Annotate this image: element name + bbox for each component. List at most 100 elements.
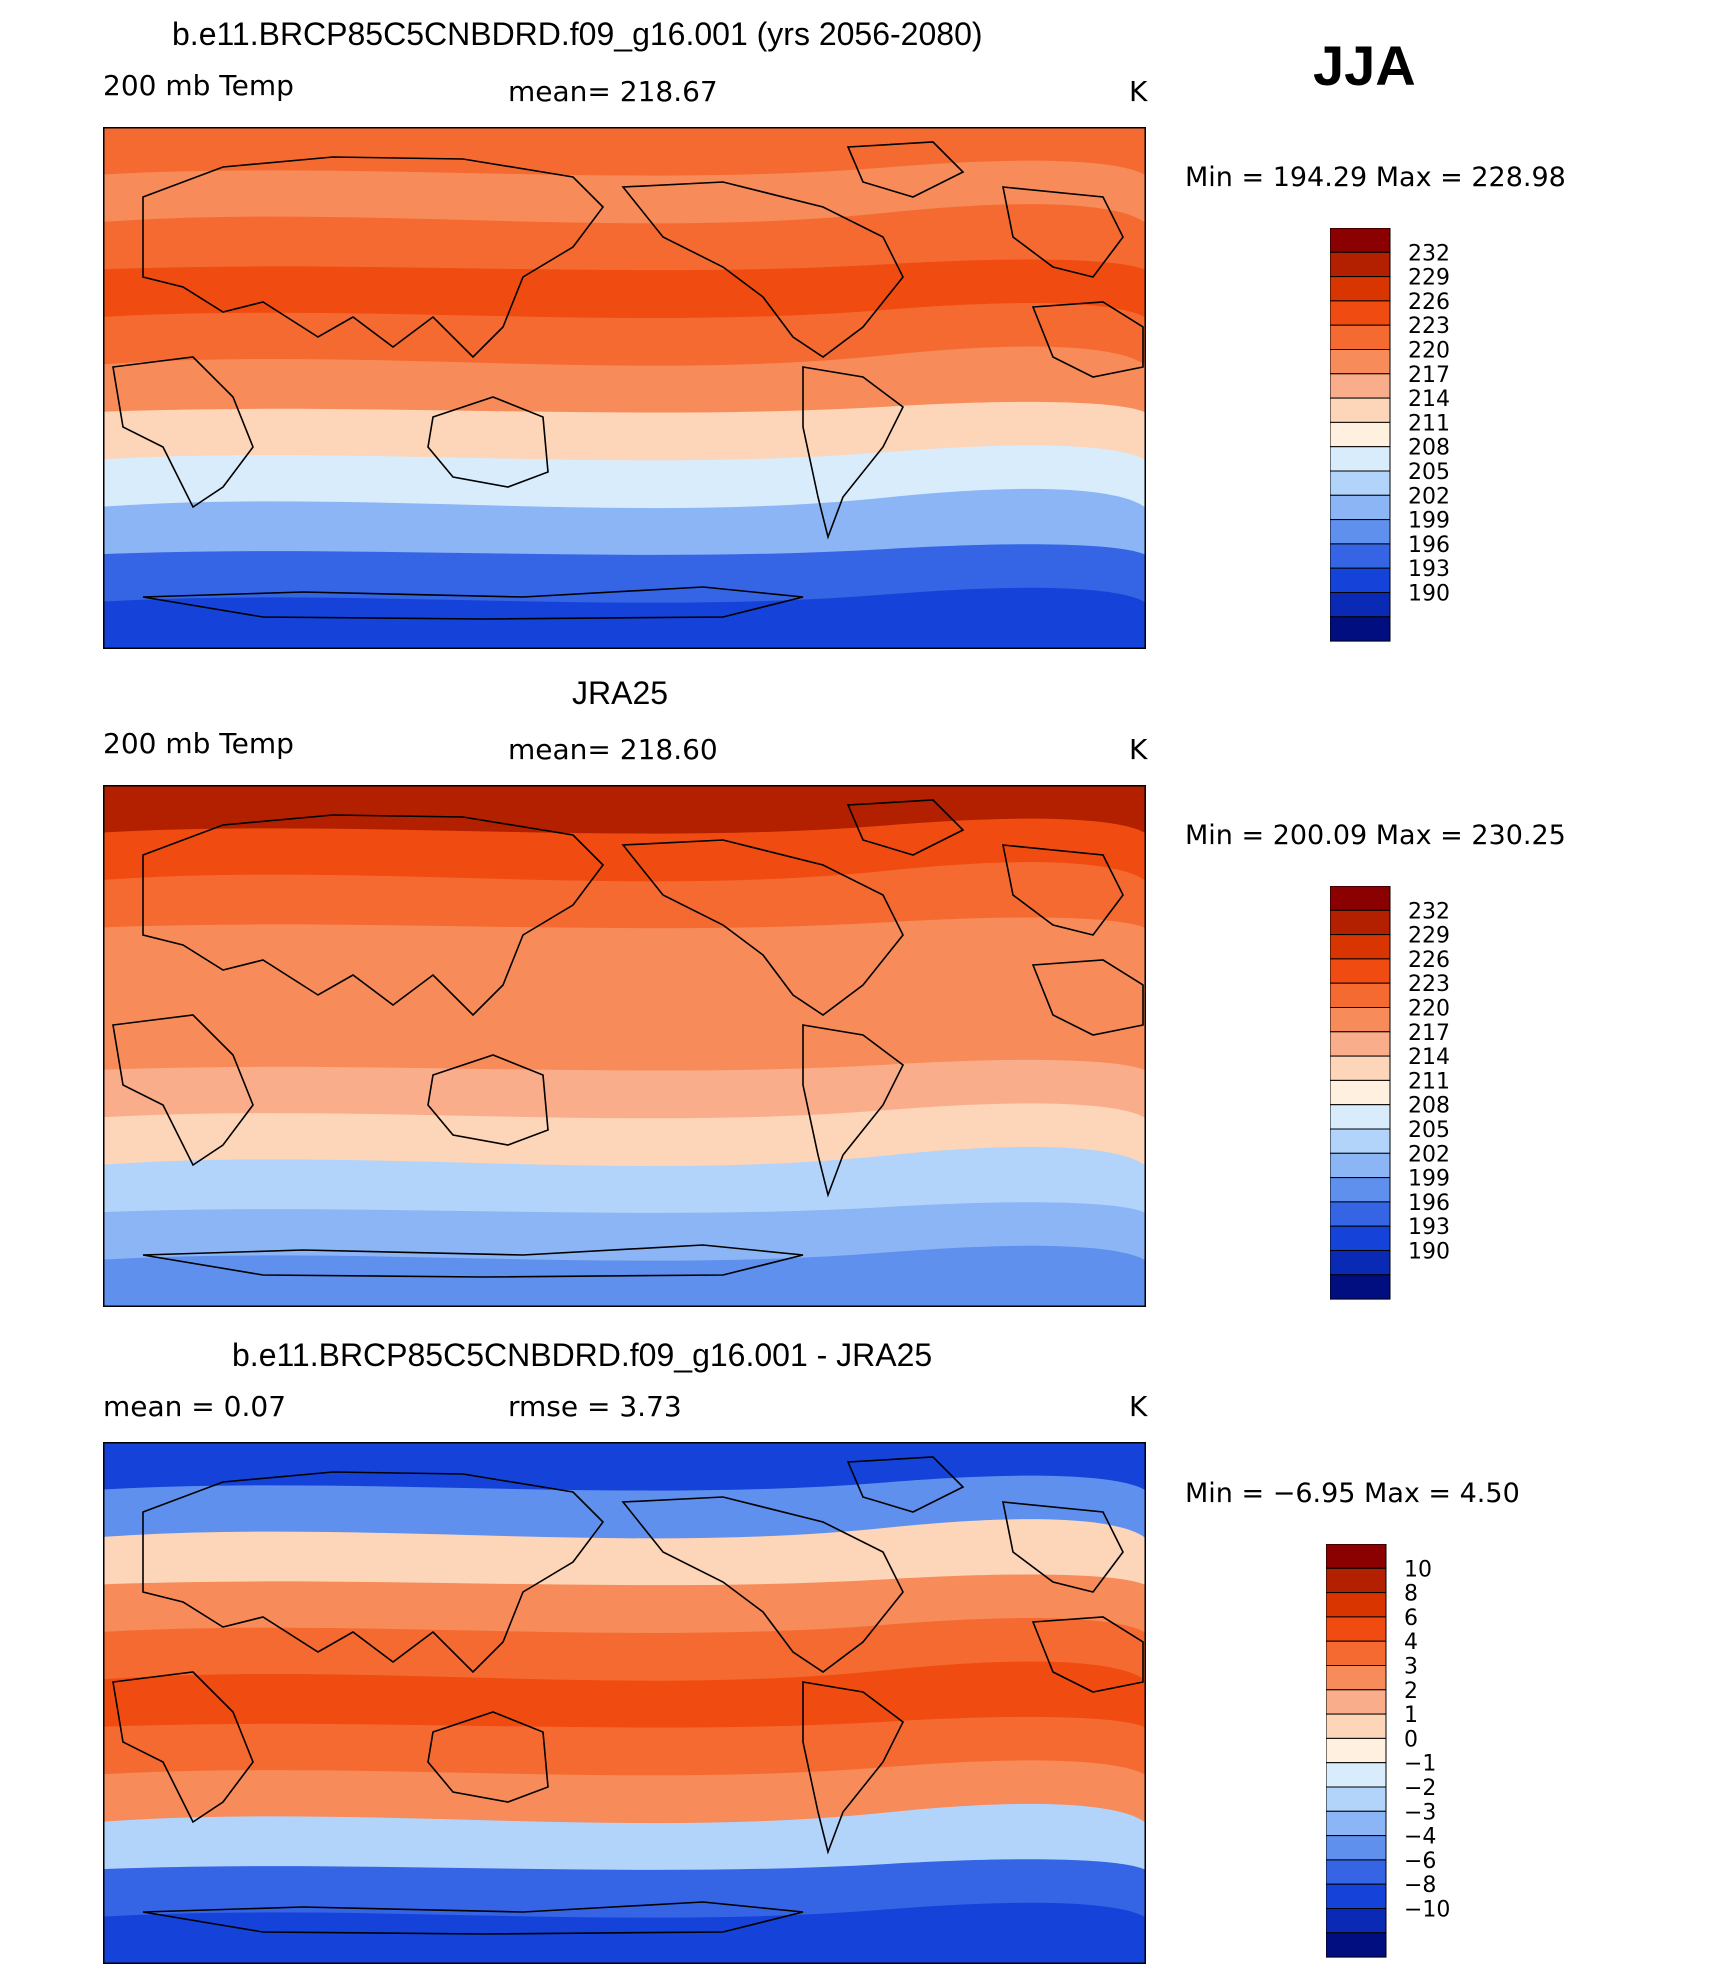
panel-1-minmax: Min = 194.29 Max = 228.98 (1185, 162, 1566, 193)
coastline (112, 1014, 254, 1167)
colorbar-label: 6 (1404, 1606, 1418, 1631)
coastline (1031, 1616, 1144, 1693)
panel-3-map (103, 1442, 1146, 1964)
panel-3-units: K (1129, 1390, 1148, 1423)
coastline (802, 366, 905, 540)
colorbar-swatch (1330, 1177, 1391, 1203)
colorbar-label: −4 (1404, 1825, 1436, 1850)
colorbar-swatch (1326, 1786, 1387, 1812)
colorbar-label: 202 (1408, 1142, 1450, 1167)
panel-2-colorbar: 2322292262232202172142112082052021991961… (1330, 886, 1450, 1300)
panel-3-mean-label: mean = 0.07 (103, 1390, 287, 1423)
colorbar-swatch (1330, 1152, 1391, 1179)
colorbar-label: 226 (1408, 290, 1450, 315)
coastline (1002, 1501, 1124, 1593)
colorbar-label: −6 (1404, 1849, 1436, 1874)
coastline (621, 839, 904, 1016)
panel-1-title: b.e11.BRCP85C5CNBDRD.f09_g16.001 (yrs 20… (172, 16, 983, 52)
colorbar-swatch (1326, 1713, 1387, 1739)
colorbar-label: 214 (1408, 387, 1450, 412)
colorbar-swatch (1330, 324, 1391, 350)
colorbar-swatch (1326, 1544, 1387, 1569)
colorbar-swatch (1326, 1689, 1387, 1715)
colorbar-swatch (1330, 1031, 1391, 1057)
coastline (142, 1471, 605, 1674)
panel-2-left-label: 200 mb Temp (103, 727, 294, 760)
colorbar-swatch (1330, 470, 1391, 496)
panel-3-title: b.e11.BRCP85C5CNBDRD.f09_g16.001 - JRA25 (232, 1337, 933, 1373)
coastline (802, 1024, 905, 1198)
panel-2-map (103, 785, 1146, 1307)
colorbar-label: 196 (1408, 533, 1450, 558)
coastline (802, 1681, 905, 1855)
colorbar-label: 232 (1408, 241, 1450, 266)
coastline (142, 1244, 804, 1278)
colorbar-swatch (1330, 349, 1391, 375)
colorbar-swatch (1326, 1908, 1387, 1934)
colorbar-label: 229 (1408, 924, 1450, 949)
colorbar-label: 193 (1408, 1215, 1450, 1240)
colorbar-swatch (1326, 1640, 1387, 1666)
coastline (142, 156, 605, 359)
colorbar-swatch (1326, 1567, 1387, 1594)
colorbar-label: 2 (1404, 1679, 1418, 1704)
colorbar-swatch (1330, 958, 1391, 984)
coastline (142, 814, 605, 1017)
colorbar-label: −2 (1404, 1776, 1436, 1801)
colorbar-swatch (1330, 397, 1391, 423)
coastline (1002, 844, 1124, 936)
coastline (846, 141, 965, 198)
coastline (846, 1456, 965, 1513)
colorbar-label: 211 (1408, 411, 1450, 436)
colorbar-swatch (1330, 251, 1391, 278)
colorbar-label: 3 (1404, 1655, 1418, 1680)
colorbar-label: 232 (1408, 899, 1450, 924)
colorbar-swatch (1330, 982, 1391, 1008)
colorbar-swatch (1330, 373, 1391, 399)
panel-2-title: JRA25 (572, 675, 669, 711)
colorbar-swatch (1330, 519, 1391, 545)
colorbar-label: 202 (1408, 484, 1450, 509)
panel-3-rmse-label: rmse = 3.73 (508, 1390, 682, 1423)
colorbar-swatch (1326, 1592, 1387, 1618)
panel-1-colorbar: 2322292262232202172142112082052021991961… (1330, 228, 1450, 642)
colorbar-label: 217 (1408, 363, 1450, 388)
colorbar-label: 226 (1408, 948, 1450, 973)
colorbar-label: −3 (1404, 1800, 1436, 1825)
colorbar-swatch (1330, 1007, 1391, 1033)
colorbar-swatch (1326, 1932, 1387, 1958)
colorbar-swatch (1330, 421, 1391, 448)
coastline (142, 1901, 804, 1935)
colorbar-label: 223 (1408, 972, 1450, 997)
colorbar-swatch (1330, 1128, 1391, 1154)
panel-2-mean-label: mean= 218.60 (508, 733, 718, 766)
colorbar-label: 199 (1408, 1167, 1450, 1192)
colorbar-swatch (1330, 1250, 1391, 1276)
colorbar-label: 0 (1404, 1727, 1418, 1752)
colorbar-label: 229 (1408, 266, 1450, 291)
coastline (427, 1711, 549, 1803)
panel-2-minmax: Min = 200.09 Max = 230.25 (1185, 820, 1566, 851)
colorbar-swatch (1330, 934, 1391, 960)
colorbar-label: −1 (1404, 1752, 1436, 1777)
colorbar-swatch (1330, 1079, 1391, 1106)
coastline (846, 799, 965, 856)
colorbar-swatch (1330, 1274, 1391, 1300)
colorbar-label: 196 (1408, 1191, 1450, 1216)
colorbar-label: 211 (1408, 1069, 1450, 1094)
coastline (142, 586, 804, 620)
coastline (621, 1496, 904, 1673)
colorbar-label: 199 (1408, 509, 1450, 534)
colorbar-swatch (1330, 300, 1391, 326)
colorbar-swatch (1330, 592, 1391, 618)
colorbar-swatch (1326, 1810, 1387, 1837)
coastline (112, 356, 254, 509)
colorbar-swatch (1330, 228, 1391, 253)
map-frame (103, 127, 1146, 649)
colorbar-swatch (1330, 276, 1391, 302)
colorbar-swatch (1326, 1883, 1387, 1910)
colorbar-label: −10 (1404, 1898, 1450, 1923)
colorbar-label: 220 (1408, 997, 1450, 1022)
colorbar-swatch (1330, 1055, 1391, 1081)
panel-2-units: K (1129, 733, 1148, 766)
